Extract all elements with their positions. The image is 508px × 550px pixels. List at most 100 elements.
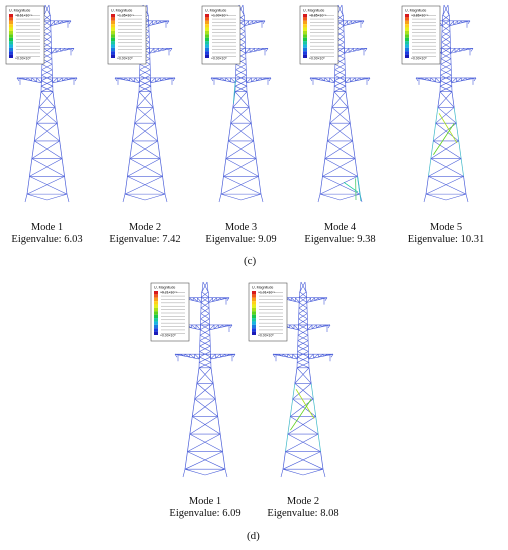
legend-max-value: +3.86×10⁻²: [411, 14, 429, 18]
legend-color-swatch: [9, 17, 13, 21]
legend-color-swatch: [9, 30, 13, 35]
mode-label: Mode 5: [429, 222, 463, 233]
legend-color-swatch: [405, 51, 409, 55]
legend-color-swatch: [303, 41, 307, 45]
legend-color-swatch: [405, 30, 409, 35]
legend-color-swatch: [154, 331, 158, 335]
legend-color-swatch: [154, 307, 158, 312]
eigenvalue-label: Eigenvalue: 6.03: [11, 234, 83, 245]
legend-color-swatch: [154, 304, 158, 308]
legend-color-swatch: [111, 27, 115, 31]
tower-mode-c-3: U, Magnitude+1.00×10⁻¹ +0.00×10⁰: [201, 4, 272, 203]
legend-color-swatch: [111, 37, 115, 42]
legend-color-swatch: [9, 14, 13, 18]
legend-color-swatch: [405, 27, 409, 31]
legend-color-swatch: [252, 307, 256, 312]
legend-title: U, Magnitude: [303, 9, 324, 13]
legend-color-swatch: [111, 51, 115, 55]
legend-title: U, Magnitude: [154, 286, 175, 290]
legend-max-value: +8.61×10⁻²: [15, 14, 33, 18]
legend-color-swatch: [9, 34, 13, 38]
legend-max-value: +9.21×10⁻²: [160, 291, 178, 295]
legend-color-swatch: [205, 37, 209, 42]
legend-color-swatch: [154, 291, 158, 295]
legend-color-swatch: [252, 291, 256, 295]
legend-color-swatch: [303, 54, 307, 58]
legend-color-swatch: [205, 24, 209, 28]
legend-color-swatch: [154, 311, 158, 315]
legend-color-swatch: [111, 41, 115, 45]
legend-color-swatch: [405, 14, 409, 18]
eigenvalue-label: Eigenvalue: 9.09: [205, 234, 277, 245]
legend-color-swatch: [405, 47, 409, 52]
legend-min-value: +0.00×10⁰: [309, 57, 325, 61]
legend-color-swatch: [9, 41, 13, 45]
legend-min-value: +0.00×10⁰: [15, 57, 31, 61]
legend-color-swatch: [405, 41, 409, 45]
legend-color-swatch: [252, 328, 256, 332]
mode-label: Mode 2: [128, 222, 162, 233]
legend-color-swatch: [303, 14, 307, 18]
legend-color-swatch: [252, 318, 256, 322]
legend-color-swatch: [111, 30, 115, 35]
mode-label: Mode 2: [286, 496, 320, 507]
legend-color-swatch: [9, 27, 13, 31]
legend-max-value: +8.85×10⁻²: [309, 14, 327, 18]
legend-color-swatch: [303, 47, 307, 52]
legend-color-swatch: [154, 324, 158, 329]
legend-color-swatch: [154, 294, 158, 298]
tower-mode-d-2: U, Magnitude+1.01×10⁻¹ +0.00×10⁰: [248, 281, 334, 478]
legend-color-swatch: [154, 297, 158, 302]
legend-color-swatch: [9, 54, 13, 58]
mode-label: Mode 4: [323, 222, 357, 233]
mode-caption: Mode 4 Eigenvalue: 9.38: [295, 222, 385, 246]
legend-color-swatch: [111, 20, 115, 25]
legend-color-swatch: [252, 297, 256, 302]
legend-color-swatch: [205, 44, 209, 48]
legend-color-swatch: [154, 301, 158, 305]
legend-color-swatch: [205, 41, 209, 45]
panel-label: (d): [247, 530, 260, 542]
legend-min-value: +0.00×10⁰: [160, 334, 176, 338]
legend-color-swatch: [405, 17, 409, 21]
legend-min-value: +0.00×10⁰: [411, 57, 427, 61]
legend-color-swatch: [405, 44, 409, 48]
legend-color-swatch: [303, 34, 307, 38]
legend-color-swatch: [252, 311, 256, 315]
legend-color-swatch: [205, 54, 209, 58]
legend-color-swatch: [205, 14, 209, 18]
eigenvalue-label: Eigenvalue: 7.42: [109, 234, 181, 245]
legend-color-swatch: [205, 51, 209, 55]
legend-color-swatch: [111, 44, 115, 48]
legend-color-swatch: [303, 51, 307, 55]
legend-title: U, Magnitude: [405, 9, 426, 13]
mode-label: Mode 1: [30, 222, 64, 233]
legend-max-value: +1.01×10⁻¹: [258, 291, 276, 295]
legend-color-swatch: [303, 20, 307, 25]
mode-label: Mode 1: [188, 496, 222, 507]
legend-color-swatch: [9, 20, 13, 25]
legend-color-swatch: [405, 37, 409, 42]
legend-color-swatch: [9, 24, 13, 28]
legend-color-swatch: [205, 34, 209, 38]
legend-color-swatch: [111, 14, 115, 18]
legend-color-swatch: [252, 304, 256, 308]
legend-color-swatch: [303, 37, 307, 42]
tower-mode-c-4: U, Magnitude+8.85×10⁻² +0.00×10⁰: [299, 4, 371, 203]
legend-color-swatch: [111, 24, 115, 28]
mode-caption: Mode 2 Eigenvalue: 7.42: [100, 222, 190, 246]
legend-color-swatch: [205, 30, 209, 35]
tower-mode-c-5: U, Magnitude+3.86×10⁻² +0.00×10⁰: [401, 4, 477, 203]
legend-color-swatch: [205, 17, 209, 21]
tower-mode-c-2: U, Magnitude+1.35×10⁻¹ +0.00×10⁰: [107, 4, 176, 203]
legend-color-swatch: [205, 20, 209, 25]
legend-color-swatch: [154, 328, 158, 332]
mode-caption: Mode 5 Eigenvalue: 10.31: [401, 222, 491, 246]
panel-label: (c): [244, 255, 257, 267]
legend-color-swatch: [252, 321, 256, 325]
legend-color-swatch: [405, 54, 409, 58]
legend-color-swatch: [205, 47, 209, 52]
legend-color-swatch: [303, 30, 307, 35]
legend-color-swatch: [9, 51, 13, 55]
